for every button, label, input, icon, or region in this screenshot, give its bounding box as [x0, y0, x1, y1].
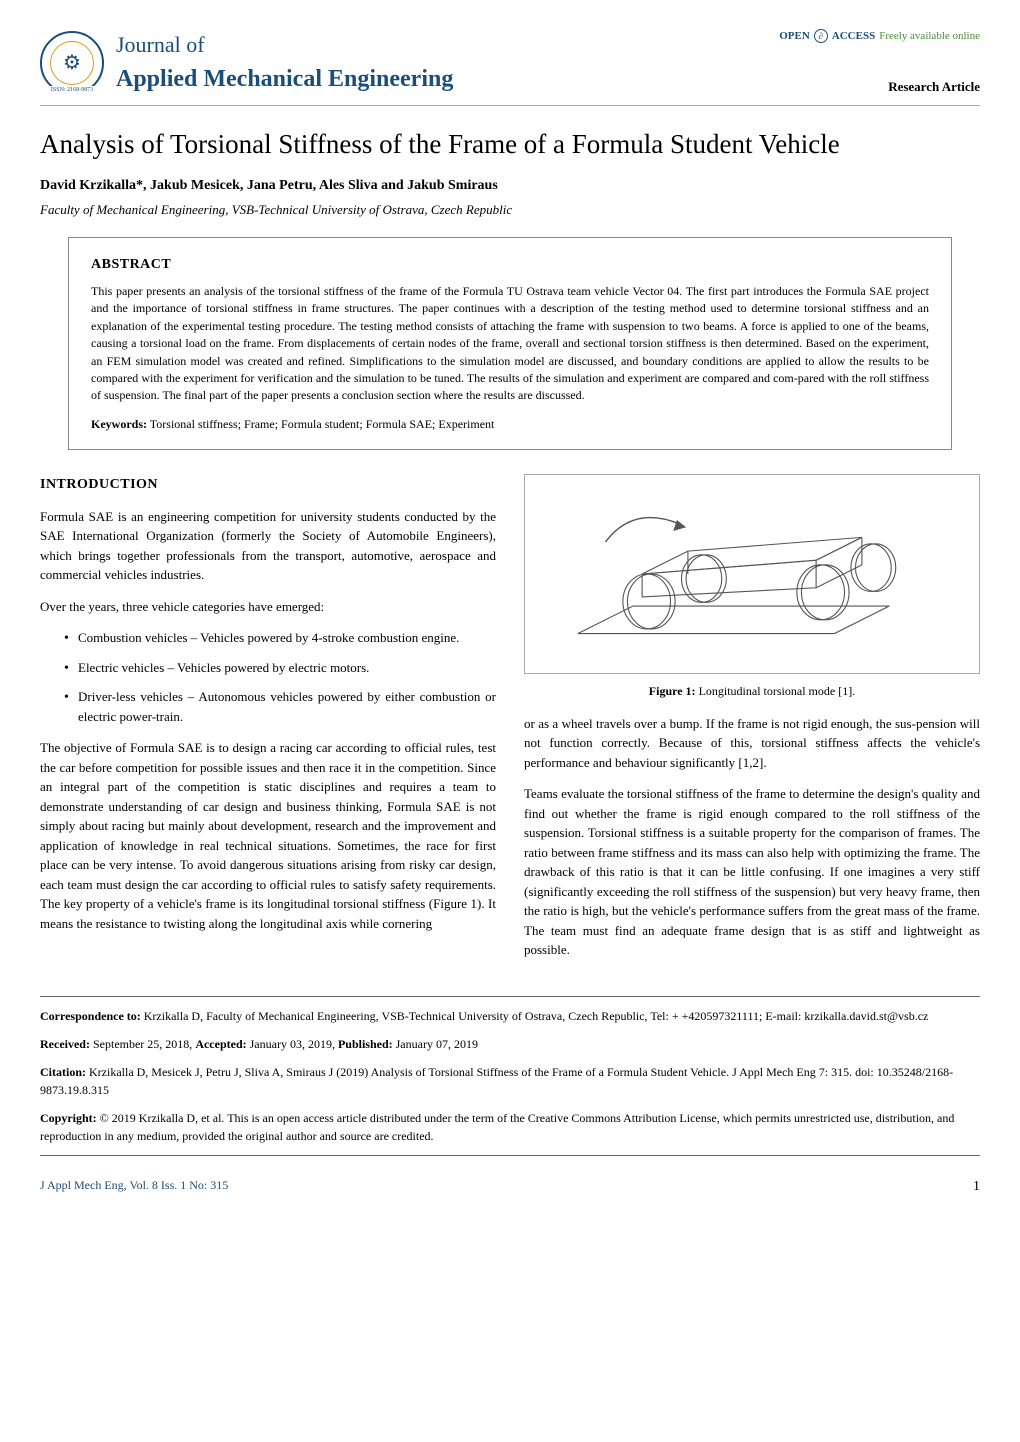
article-type-label: Research Article [779, 77, 980, 97]
vehicle-categories-list: Combustion vehicles – Vehicles powered b… [40, 628, 496, 726]
affiliation-line: Faculty of Mechanical Engineering, VSB-T… [40, 200, 980, 220]
oa-access: ACCESS [832, 28, 875, 45]
list-item: Combustion vehicles – Vehicles powered b… [64, 628, 496, 648]
footer-metadata: Correspondence to: Krzikalla D, Faculty … [40, 996, 980, 1145]
intro-heading: INTRODUCTION [40, 474, 496, 495]
list-item: Electric vehicles – Vehicles powered by … [64, 658, 496, 678]
published-text: January 07, 2019 [393, 1037, 478, 1051]
page-header: ⚙ ISSN: 2168-9873 Journal of Applied Mec… [40, 28, 980, 97]
col2-p1: or as a wheel travels over a bump. If th… [524, 714, 980, 773]
column-right: Figure 1: Longitudinal torsional mode [1… [524, 474, 980, 972]
accepted-text: January 03, 2019, [247, 1037, 338, 1051]
page-footer: J Appl Mech Eng, Vol. 8 Iss. 1 No: 315 1 [40, 1176, 980, 1197]
oa-freely: Freely available online [879, 28, 980, 45]
citation-label: Citation: [40, 1065, 86, 1079]
correspondence-line: Correspondence to: Krzikalla D, Faculty … [40, 1007, 980, 1025]
main-columns: INTRODUCTION Formula SAE is an engineeri… [40, 474, 980, 972]
correspondence-label: Correspondence to: [40, 1009, 141, 1023]
published-label: Published: [338, 1037, 393, 1051]
keywords-text: Torsional stiffness; Frame; Formula stud… [147, 417, 494, 431]
header-right: OPEN ∂ ACCESS Freely available online Re… [779, 28, 980, 96]
logo-gear-icon: ⚙ [50, 41, 94, 85]
journal-brand: ⚙ ISSN: 2168-9873 Journal of Applied Mec… [40, 28, 453, 97]
page-number: 1 [973, 1176, 980, 1197]
footer-rule [40, 1155, 980, 1156]
figure-1-diagram [537, 487, 967, 661]
received-text: September 25, 2018, [90, 1037, 195, 1051]
copyright-text: © 2019 Krzikalla D, et al. This is an op… [40, 1111, 954, 1143]
open-access-icon: ∂ [814, 29, 828, 43]
correspondence-text: Krzikalla D, Faculty of Mechanical Engin… [141, 1009, 929, 1023]
abstract-box: ABSTRACT This paper presents an analysis… [68, 237, 952, 450]
keywords-line: Keywords: Torsional stiffness; Frame; Fo… [91, 415, 929, 433]
column-left: INTRODUCTION Formula SAE is an engineeri… [40, 474, 496, 972]
copyright-line: Copyright: © 2019 Krzikalla D, et al. Th… [40, 1109, 980, 1145]
header-rule [40, 105, 980, 106]
figure-1-caption-text: Longitudinal torsional mode [1]. [696, 684, 856, 698]
issn-text: ISSN: 2168-9873 [49, 86, 95, 95]
received-label: Received: [40, 1037, 90, 1051]
citation-text: Krzikalla D, Mesicek J, Petru J, Sliva A… [40, 1065, 953, 1097]
abstract-text: This paper presents an analysis of the t… [91, 283, 929, 405]
journal-name-text: Applied Mechanical Engineering [116, 61, 453, 97]
dates-line: Received: September 25, 2018, Accepted: … [40, 1035, 980, 1053]
article-title: Analysis of Torsional Stiffness of the F… [40, 124, 980, 165]
journal-of-text: Journal of [116, 28, 453, 61]
intro-p3: The objective of Formula SAE is to desig… [40, 738, 496, 933]
col2-p2: Teams evaluate the torsional stiffness o… [524, 784, 980, 960]
intro-p2: Over the years, three vehicle categories… [40, 597, 496, 617]
keywords-label: Keywords: [91, 417, 147, 431]
authors-line: David Krzikalla*, Jakub Mesicek, Jana Pe… [40, 175, 980, 196]
journal-logo: ⚙ ISSN: 2168-9873 [40, 31, 104, 95]
list-item: Driver-less vehicles – Autonomous vehicl… [64, 687, 496, 726]
accepted-label: Accepted: [195, 1037, 246, 1051]
oa-open: OPEN [779, 28, 810, 45]
intro-p1: Formula SAE is an engineering competitio… [40, 507, 496, 585]
journal-ref: J Appl Mech Eng, Vol. 8 Iss. 1 No: 315 [40, 1176, 228, 1197]
figure-1-box [524, 474, 980, 674]
abstract-heading: ABSTRACT [91, 254, 929, 275]
figure-1-label: Figure 1: [649, 684, 696, 698]
open-access-badge: OPEN ∂ ACCESS Freely available online [779, 28, 980, 45]
citation-line: Citation: Krzikalla D, Mesicek J, Petru … [40, 1063, 980, 1099]
journal-title-block: Journal of Applied Mechanical Engineerin… [116, 28, 453, 97]
copyright-label: Copyright: [40, 1111, 97, 1125]
figure-1-caption: Figure 1: Longitudinal torsional mode [1… [524, 682, 980, 700]
